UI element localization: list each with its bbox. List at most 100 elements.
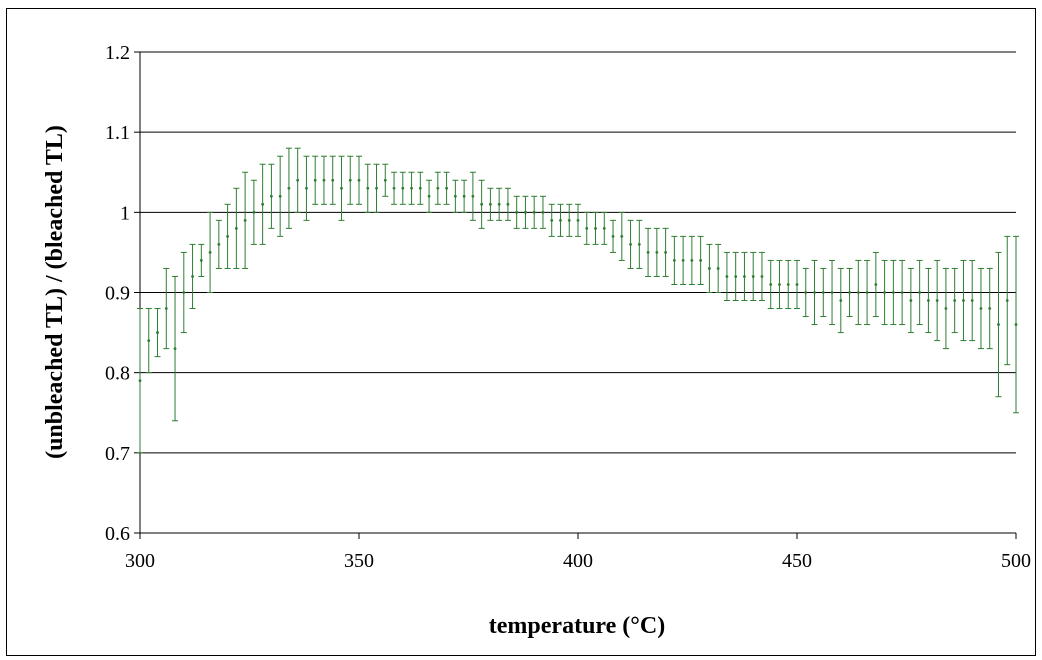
data-point [681,259,685,262]
data-point [541,210,545,214]
data-point [830,291,834,294]
data-point [217,243,221,246]
x-tick-label: 500 [1001,550,1031,572]
x-axis-title: temperature (°C) [489,613,665,639]
data-point [226,234,230,238]
y-tick-label: 1.2 [105,42,130,64]
data-point [883,291,886,294]
data-point [602,226,606,230]
data-point [392,186,396,190]
data-point [147,339,151,342]
data-point [489,202,492,206]
data-point [445,186,448,190]
data-point [164,307,168,310]
data-point [559,218,562,222]
data-point [664,251,667,254]
data-point [708,267,711,270]
data-point [462,194,466,198]
data-point [383,178,387,182]
data-point [173,347,177,351]
data-point [340,186,343,190]
data-point [970,299,974,302]
data-point [524,210,527,214]
data-point [848,291,851,294]
data-point [699,259,703,262]
data-point [278,194,282,198]
data-point [585,226,589,230]
data-point [804,291,808,294]
data-point [515,210,519,214]
data-point [988,307,992,310]
data-point [821,291,825,294]
data-point [357,178,361,182]
data-point [234,226,238,230]
data-point [760,275,764,278]
data-point [243,218,247,222]
data-point [874,283,878,286]
data-point [1014,323,1018,326]
data-point [611,234,615,238]
data-point [769,283,773,286]
data-point [918,291,922,294]
data-point [576,218,580,222]
data-point [410,186,413,190]
data-point [156,331,159,334]
data-point [1005,299,1009,302]
x-tick-label: 400 [563,550,593,572]
data-point [778,283,781,286]
data-point [935,299,939,302]
data-point [252,210,256,214]
data-point [348,178,352,182]
gridlines [140,51,1016,454]
x-tick-labels: 300 350 400 450 500 [125,550,1031,572]
data-point [856,291,860,294]
data-point [138,379,142,383]
data-point [208,251,212,254]
data-point [313,178,317,182]
chart-frame [6,8,1036,656]
y-tick-label: 0.6 [105,523,130,545]
data-point [191,275,194,278]
data-point [366,186,370,190]
data-point [629,243,632,246]
y-tick-labels: 0.6 0.7 0.8 0.9 1 1.1 1.2 [105,42,130,545]
data-point [550,218,554,222]
y-tick-label: 1 [120,202,130,224]
y-tick-label: 0.9 [105,283,130,305]
data-point [979,307,983,310]
x-tick-label: 450 [782,550,812,572]
data-point [436,186,440,190]
data-point [401,186,405,190]
data-point [594,226,597,230]
data-point [909,299,913,302]
data-point [305,186,308,190]
data-point [839,299,843,302]
data-point [418,186,422,190]
data-point [375,186,378,190]
error-bars [137,147,1019,454]
data-point [532,210,536,214]
data-point [480,202,484,206]
data-point [865,291,869,294]
y-tick-label: 0.7 [105,443,130,465]
data-point [716,267,720,270]
data-point [751,275,755,278]
data-point [997,323,1000,326]
data-point [182,291,186,294]
data-point [506,202,510,206]
data-point [497,202,501,206]
data-point [900,291,904,294]
data-point [953,299,957,302]
data-point [891,291,895,294]
y-tick-label: 1.1 [105,122,130,144]
data-point [672,259,676,262]
data-point [743,275,746,278]
y-axis-title: (unbleached TL) / (bleached TL) [42,125,68,459]
data-point [199,259,203,262]
data-point [927,299,930,302]
data-point [567,218,571,222]
data-point [322,178,326,182]
data-point [296,178,300,182]
data-point [261,202,265,206]
